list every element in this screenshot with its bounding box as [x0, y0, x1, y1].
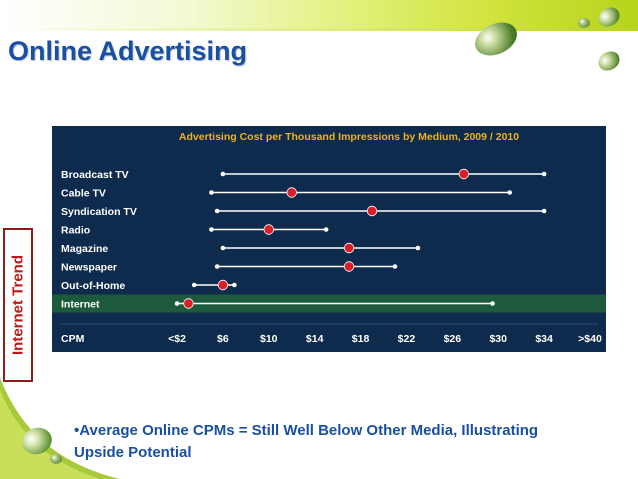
row-label: Magazine: [61, 243, 108, 255]
x-tick-label: <$2: [168, 333, 186, 345]
page-title: Online Advertising: [8, 36, 248, 66]
range-min-point: [191, 282, 197, 288]
range-max-point: [541, 208, 547, 214]
bullet-text: •Average Online CPMs = Still Well Below …: [74, 422, 539, 461]
x-tick-label: $34: [535, 333, 553, 345]
droplet-decoration: [594, 47, 624, 75]
x-axis-label: CPM: [61, 333, 85, 345]
cpm-point: [217, 279, 229, 291]
chart-title: Advertising Cost per Thousand Impression…: [179, 131, 519, 143]
row-label: Syndication TV: [61, 206, 137, 218]
swoosh-highlight: [0, 390, 100, 479]
cpm-point: [343, 261, 355, 272]
range-min-point: [214, 264, 220, 269]
row-label: Out-of-Home: [61, 280, 125, 292]
cpm-point: [343, 242, 355, 254]
x-tick-label: $26: [444, 333, 462, 345]
row-label: Radio: [61, 225, 90, 237]
x-tick-label: $30: [489, 333, 507, 345]
range-min-point: [220, 171, 226, 177]
range-min-point: [214, 208, 220, 214]
range-max-point: [323, 227, 329, 232]
cpm-point: [263, 224, 274, 235]
cpm-point: [366, 205, 378, 217]
range-min-point: [209, 227, 214, 232]
range-max-point: [507, 190, 512, 195]
row-label: Internet: [61, 299, 100, 311]
x-tick-label: $14: [306, 333, 324, 345]
range-max-point: [392, 264, 398, 269]
x-tick-label: >$40: [578, 333, 602, 345]
row-label: Newspaper: [61, 262, 117, 274]
side-label-text: Internet Trend: [9, 254, 27, 356]
row-label: Cable TV: [61, 188, 106, 200]
chart-background: [52, 126, 606, 352]
range-max-point: [490, 301, 495, 306]
top-decor-line: [0, 28, 638, 31]
range-max-point: [415, 245, 421, 251]
cpm-chart-svg: Advertising Cost per Thousand Impression…: [52, 126, 606, 352]
droplet-decoration: [578, 18, 590, 28]
cpm-point: [183, 298, 194, 309]
row-label: Broadcast TV: [61, 169, 129, 181]
cpm-point: [458, 168, 470, 180]
cpm-chart: Advertising Cost per Thousand Impression…: [52, 126, 606, 352]
range-max-point: [232, 282, 237, 288]
x-tick-label: $6: [217, 333, 229, 345]
range-min-point: [220, 245, 226, 251]
x-tick-label: $10: [260, 333, 278, 345]
x-tick-label: $22: [398, 333, 416, 345]
range-max-point: [541, 171, 547, 177]
top-decor-band: [0, 0, 638, 30]
cpm-point: [286, 187, 297, 198]
side-label-box: Internet Trend: [3, 228, 33, 382]
range-min-point: [209, 190, 214, 195]
range-min-point: [174, 301, 180, 306]
x-tick-label: $18: [352, 333, 370, 345]
droplet-decoration: [50, 454, 62, 464]
